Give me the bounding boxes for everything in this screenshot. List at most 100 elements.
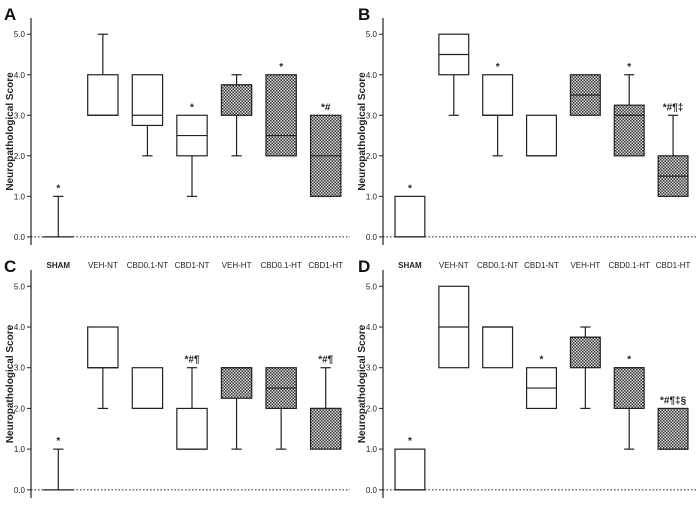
y-tick-label: 4.0 [14,323,26,332]
box-cbd1-nt [525,114,558,157]
box-cbd0_1-ht: * [613,62,645,157]
box-iqr [569,336,601,369]
y-tick-label: 2.0 [366,152,378,161]
significance-annotation: * [408,183,412,194]
box-iqr [613,104,645,157]
box-cbd1-nt: *#¶ [176,355,208,450]
x-tick-label: CBD0.1-NT [127,261,168,270]
panel-label: C [4,257,16,276]
significance-annotation: * [190,102,194,113]
box-iqr [309,407,342,450]
y-tick-label: 3.0 [14,364,26,373]
box-iqr [131,74,164,127]
y-axis-title: Neuropathological Score [357,324,368,443]
y-tick-label: 0.0 [366,233,378,242]
box-cbd0_1-nt [131,74,164,157]
x-tick-label: VEH-HT [570,261,600,270]
box-iqr [394,448,426,491]
panel-label: A [4,5,16,24]
box-iqr [220,367,253,399]
box-cbd0_1-ht: * [613,355,645,450]
y-axis-title: Neuropathological Score [5,324,16,443]
box-veh-ht [220,367,253,450]
significance-annotation: * [408,436,412,447]
significance-annotation: * [56,183,60,194]
panel-label: B [358,5,370,24]
box-cbd0_1-nt [131,367,164,410]
y-tick-label: 1.0 [14,445,26,454]
box-sham: * [43,436,74,491]
box-iqr [265,74,297,157]
significance-annotation: * [56,436,60,447]
box-iqr [613,367,645,410]
y-tick-label: 4.0 [366,71,378,80]
x-tick-label: CBD0.1-HT [260,261,301,270]
y-tick-label: 4.0 [14,71,26,80]
y-tick-label: 2.0 [14,152,26,161]
x-tick-label: CBD1-NT [175,261,210,270]
x-tick-label: SHAM [47,261,71,270]
y-tick-label: 3.0 [366,111,378,120]
y-tick-label: 0.0 [366,486,378,495]
y-axis-title: Neuropathological Score [357,72,368,191]
significance-annotation: * [279,62,283,73]
x-tick-label: SHAM [398,261,422,270]
x-tick-label: VEH-NT [439,261,469,270]
box-cbd1-nt: * [525,355,558,410]
box-iqr [394,195,426,238]
x-tick-label: CBD0.1-HT [609,261,650,270]
box-iqr [482,326,514,369]
box-iqr [220,84,253,116]
box-veh-ht [569,74,601,116]
panel-d: D 0.0 1.0 2.0 3.0 4.0 5.0 Neuropathological Sco… [357,257,697,498]
box-cbd1-ht: *#¶‡ [657,102,689,197]
significance-annotation: *#¶‡§ [660,395,687,406]
significance-annotation: * [627,62,631,73]
y-tick-label: 3.0 [366,364,378,373]
panel-label: D [358,257,370,276]
box-cbd0_1-nt [482,326,514,369]
y-tick-label: 5.0 [366,282,378,291]
box-iqr [482,74,514,116]
box-iqr [657,407,689,450]
y-tick-label: 4.0 [366,323,378,332]
box-iqr [87,74,119,116]
box-cbd1-ht: *#¶‡§ [657,395,689,450]
box-sham: * [394,183,426,238]
y-tick-label: 1.0 [366,445,378,454]
y-tick-label: 2.0 [366,404,378,413]
box-cbd1-ht: *#¶ [309,355,342,450]
y-tick-label: 0.0 [14,233,26,242]
x-tick-label: CBD1-NT [524,261,559,270]
y-tick-label: 3.0 [14,111,26,120]
significance-annotation: *#¶ [318,355,333,366]
x-tick-label: CBD1-HT [308,261,343,270]
y-tick-label: 5.0 [14,282,26,291]
y-tick-label: 1.0 [14,192,26,201]
panel-b: B 0.0 1.0 2.0 3.0 4.0 5.0 Neuropathological Sco… [357,5,697,270]
y-tick-label: 0.0 [14,486,26,495]
box-cbd1-ht: *# [309,102,342,197]
box-sham: * [394,436,426,491]
box-veh-nt [438,33,470,116]
x-tick-label: VEH-NT [88,261,118,270]
y-tick-label: 2.0 [14,404,26,413]
box-sham: * [43,183,74,238]
x-tick-label: CBD0.1-NT [477,261,518,270]
box-iqr [87,326,119,369]
significance-annotation: *# [321,102,331,113]
y-tick-label: 5.0 [14,30,26,39]
y-tick-label: 1.0 [366,192,378,201]
box-cbd0_1-ht: * [265,62,297,157]
box-iqr [131,367,164,410]
significance-annotation: * [540,355,544,366]
x-tick-label: VEH-HT [222,261,252,270]
box-cbd0_1-nt: * [482,62,514,157]
y-axis-title: Neuropathological Score [5,72,16,191]
panel-a: A 0.0 1.0 2.0 3.0 4.0 5.0 Neuropathological Sco… [4,5,350,270]
significance-annotation: *#¶‡ [663,102,684,113]
panel-c: C 0.0 1.0 2.0 3.0 4.0 5.0 Neuropathological Sco… [4,257,350,498]
y-tick-label: 5.0 [366,30,378,39]
significance-annotation: * [627,355,631,366]
